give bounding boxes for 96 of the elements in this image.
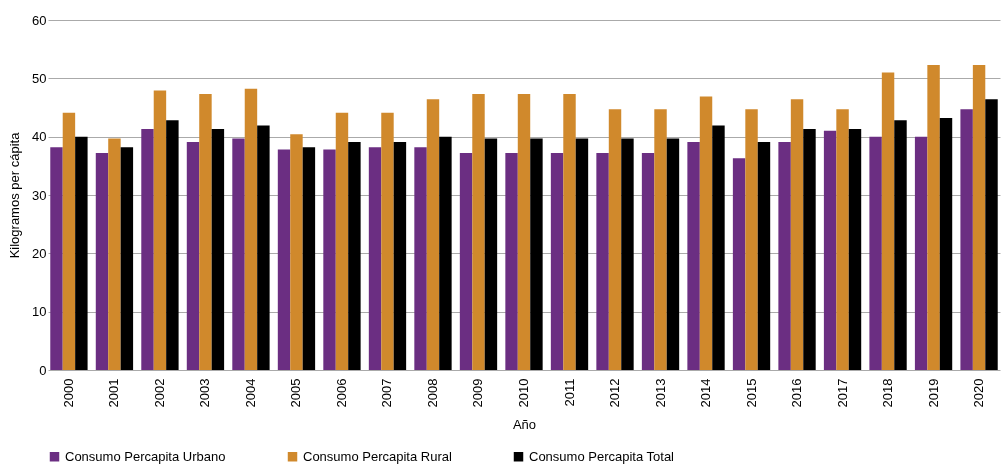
y-tick-label: 40 — [32, 129, 47, 145]
bar — [323, 149, 336, 370]
x-tick-label: 2004 — [242, 378, 258, 408]
bar — [836, 109, 849, 370]
y-tick-label: 60 — [32, 12, 47, 28]
x-tick-label: 2012 — [607, 378, 623, 408]
x-tick-label: 2013 — [652, 378, 668, 408]
x-tick-label: 2003 — [197, 378, 213, 408]
x-tick-label: 2006 — [333, 378, 349, 408]
bar — [244, 88, 258, 370]
x-tick-label: 2018 — [880, 378, 896, 408]
bar — [108, 138, 121, 370]
bar — [823, 130, 837, 370]
x-tick-label: 2016 — [789, 378, 805, 408]
bar — [277, 149, 291, 370]
bar — [348, 141, 361, 370]
bar — [654, 109, 667, 370]
x-tick-label: 2019 — [925, 378, 941, 408]
bar — [199, 94, 212, 370]
bar — [732, 158, 746, 370]
x-tick-label: 2015 — [743, 378, 759, 408]
bar — [869, 136, 882, 370]
bar — [505, 153, 518, 370]
bar — [381, 112, 394, 370]
y-tick-label: 30 — [32, 187, 47, 203]
legend-label: Consumo Percapita Total — [529, 448, 675, 464]
bar — [914, 136, 928, 370]
x-axis-title: Año — [512, 417, 537, 433]
x-tick-label: 2007 — [379, 378, 395, 408]
bar — [985, 99, 998, 370]
bar — [472, 94, 485, 370]
x-tick-label: 2011 — [561, 378, 577, 407]
bar — [803, 129, 816, 370]
bar — [257, 125, 270, 370]
y-tick-label: 20 — [32, 245, 47, 261]
bar — [232, 138, 245, 370]
bar — [95, 153, 109, 370]
bar — [894, 120, 907, 370]
bar — [393, 141, 407, 370]
bar — [848, 129, 862, 370]
bar — [290, 134, 303, 370]
bar — [596, 153, 609, 370]
bar — [712, 125, 725, 370]
y-tick-label: 0 — [39, 362, 47, 378]
bar — [550, 153, 564, 370]
bar — [484, 138, 498, 370]
bar — [687, 141, 700, 370]
bar — [153, 90, 167, 370]
bar — [666, 138, 680, 370]
bar — [62, 112, 76, 370]
bar — [939, 118, 953, 370]
x-tick-label: 2002 — [151, 378, 167, 408]
bar — [745, 109, 758, 370]
bar — [426, 99, 440, 370]
y-tick-label: 10 — [32, 304, 47, 320]
bar — [960, 109, 973, 370]
bar — [50, 147, 63, 370]
bar — [641, 153, 655, 370]
x-tick-label: 2005 — [288, 378, 304, 408]
bar — [335, 112, 349, 370]
bar — [927, 64, 940, 370]
bar — [166, 120, 179, 370]
x-tick-label: 2001 — [106, 378, 122, 408]
bar — [621, 138, 634, 370]
bar — [302, 147, 316, 370]
bar — [699, 96, 713, 370]
x-tick-label: 2009 — [470, 378, 486, 408]
bar — [563, 94, 576, 370]
legend-label: Consumo Percapita Rural — [303, 448, 452, 464]
x-tick-label: 2017 — [834, 378, 850, 408]
y-axis-title: Kilogramos per cápita — [7, 131, 23, 259]
bar — [414, 147, 427, 370]
bar — [530, 138, 543, 370]
legend-label: Consumo Percapita Urbano — [65, 448, 226, 464]
bar — [459, 153, 473, 370]
bar — [75, 136, 88, 370]
bar — [141, 129, 154, 370]
bar — [790, 99, 804, 370]
bar — [120, 147, 134, 370]
bar — [881, 72, 895, 370]
bar — [575, 138, 589, 370]
bar — [211, 129, 225, 370]
x-tick-label: 2000 — [60, 378, 76, 408]
bar — [439, 136, 452, 370]
x-tick-label: 2008 — [424, 378, 440, 408]
bar — [186, 141, 200, 370]
bar — [608, 109, 622, 370]
bar — [757, 141, 771, 370]
y-tick-label: 50 — [32, 70, 47, 86]
bar — [517, 94, 531, 370]
bar — [972, 64, 986, 370]
x-tick-label: 2020 — [971, 378, 987, 408]
x-tick-label: 2014 — [698, 378, 714, 408]
x-tick-label: 2010 — [516, 378, 531, 408]
bar — [778, 141, 791, 370]
bar — [368, 147, 382, 370]
